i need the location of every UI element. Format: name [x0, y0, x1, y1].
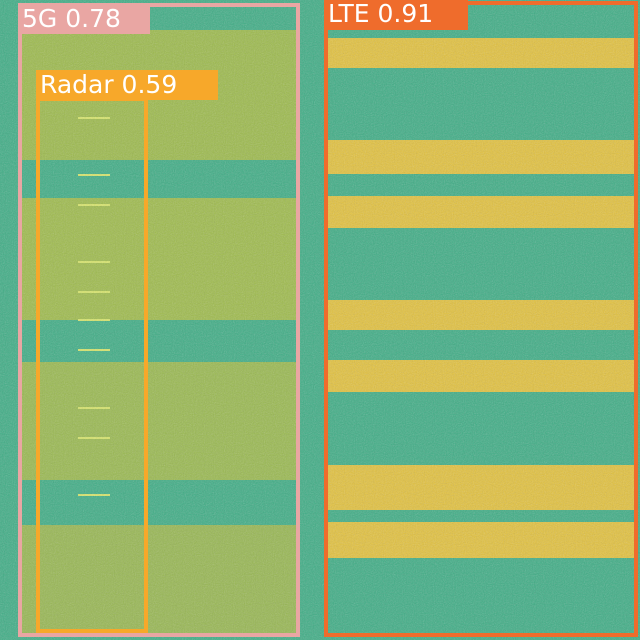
box-lte — [324, 1, 638, 637]
detection-label: LTE 0.91 — [328, 0, 433, 28]
detection-label: 5G 0.78 — [22, 4, 121, 33]
label-bg — [324, 0, 468, 30]
label-bg — [18, 4, 150, 34]
box-5g — [18, 3, 300, 637]
label-bg — [36, 70, 218, 100]
detection-label: Radar 0.59 — [40, 70, 177, 99]
